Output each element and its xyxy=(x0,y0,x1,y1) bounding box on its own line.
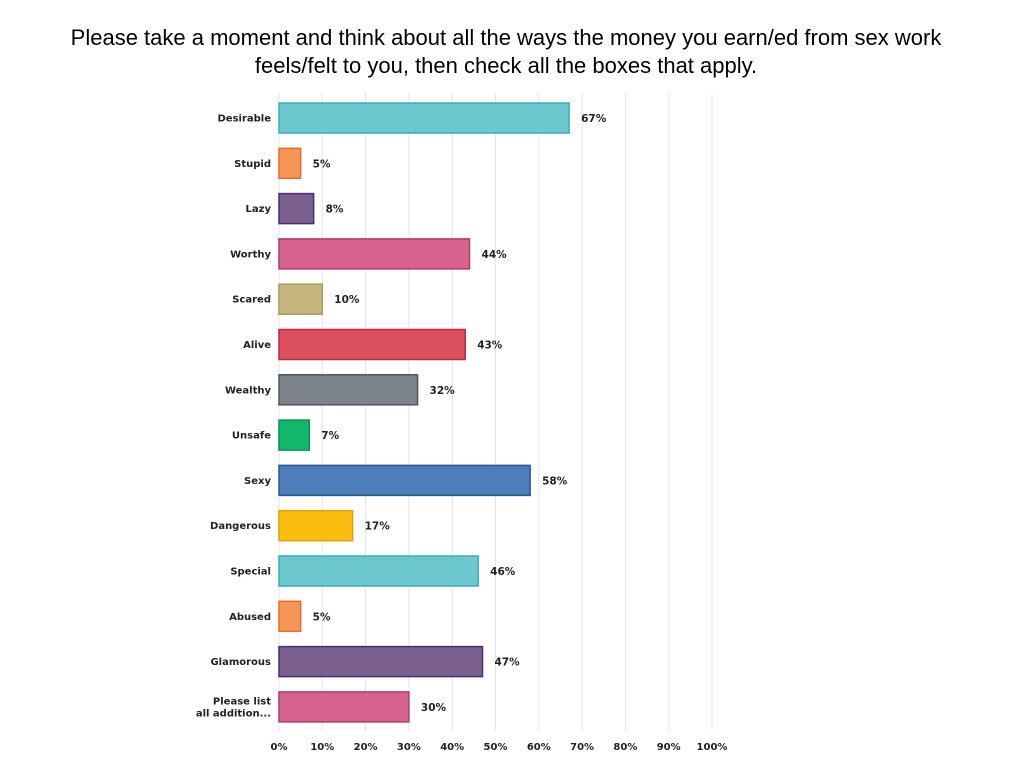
value-label: 44% xyxy=(482,249,508,261)
category-label: Dangerous xyxy=(210,521,271,532)
value-label: 67% xyxy=(581,113,607,125)
value-label: 10% xyxy=(334,294,360,306)
chart-title: Please take a moment and think about all… xyxy=(0,24,1012,80)
value-label: 5% xyxy=(313,611,331,623)
x-tick-label: 60% xyxy=(527,742,551,753)
chart-title-line-2: feels/felt to you, then check all the bo… xyxy=(254,53,758,78)
value-label: 17% xyxy=(365,521,391,533)
bar[interactable] xyxy=(278,645,484,678)
bar[interactable] xyxy=(278,419,311,451)
bar[interactable] xyxy=(278,238,471,270)
value-label: 32% xyxy=(430,385,456,397)
category-label: Worthy xyxy=(230,249,271,260)
category-label: Glamorous xyxy=(210,657,271,668)
x-tick-label: 50% xyxy=(484,742,508,753)
bar[interactable] xyxy=(278,600,302,633)
x-tick-label: 80% xyxy=(613,742,637,753)
category-label: Abused xyxy=(229,612,271,623)
x-axis-ticks: 0% 10% 20% 30% 40% 50% 60% 70% 80% 90% 100% xyxy=(271,742,728,753)
x-tick-label: 90% xyxy=(657,742,681,753)
x-tick-label: 20% xyxy=(354,742,378,753)
bar[interactable] xyxy=(278,147,302,180)
bar[interactable] xyxy=(278,328,466,361)
bar[interactable] xyxy=(278,374,419,406)
value-labels: 67% 5% 8% 44% 10% 43% 32% 7% 58% 17% 46% 5% 47% 30% xyxy=(313,113,607,714)
category-label: Wealthy xyxy=(225,385,272,396)
x-tick-label: 100% xyxy=(697,742,728,753)
category-label: Unsafe xyxy=(232,431,271,442)
bar[interactable] xyxy=(278,509,354,542)
category-label: Special xyxy=(230,567,271,578)
category-label: Please list all addition... xyxy=(196,696,271,719)
bars xyxy=(278,102,570,723)
value-label: 43% xyxy=(477,340,503,352)
bar[interactable] xyxy=(278,192,315,225)
category-label: Scared xyxy=(232,295,271,306)
category-label: Sexy xyxy=(244,476,271,487)
bar[interactable] xyxy=(278,555,479,587)
category-label: Desirable xyxy=(217,114,271,125)
chart-title-line-1: Please take a moment and think about all… xyxy=(70,25,942,50)
value-label: 7% xyxy=(321,430,339,442)
value-label: 47% xyxy=(495,657,521,669)
category-label: Stupid xyxy=(234,159,271,170)
category-labels: Desirable Stupid Lazy Worthy Scared Alive Weal… xyxy=(196,114,272,720)
bar[interactable] xyxy=(278,283,324,315)
bar[interactable] xyxy=(278,102,570,134)
x-tick-label: 0% xyxy=(271,742,288,753)
bar[interactable] xyxy=(278,464,531,497)
value-label: 8% xyxy=(326,204,344,216)
value-label: 46% xyxy=(490,566,516,578)
x-tick-label: 40% xyxy=(440,742,464,753)
value-label: 5% xyxy=(313,158,331,170)
bar[interactable] xyxy=(278,691,410,723)
category-label: Alive xyxy=(243,340,271,351)
category-label: Lazy xyxy=(246,204,272,215)
x-tick-label: 30% xyxy=(397,742,421,753)
x-tick-label: 10% xyxy=(310,742,334,753)
x-tick-label: 70% xyxy=(570,742,594,753)
value-label: 58% xyxy=(542,475,568,487)
grid-lines xyxy=(278,93,713,731)
value-label: 30% xyxy=(421,702,447,714)
